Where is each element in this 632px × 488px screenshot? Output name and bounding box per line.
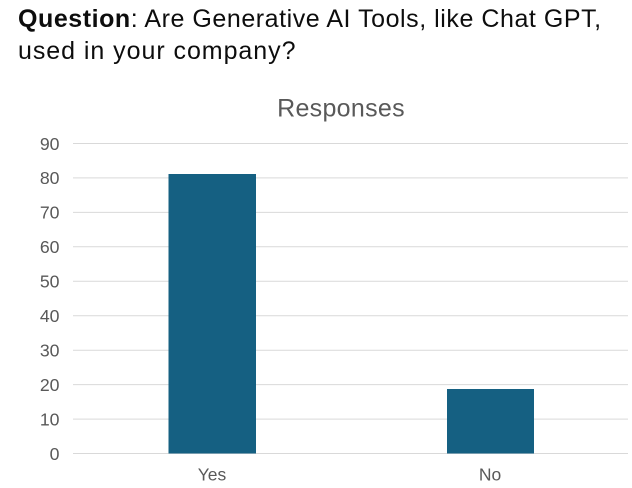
svg-text:Yes: Yes [198, 465, 227, 485]
svg-text:80: 80 [40, 168, 60, 188]
svg-text:40: 40 [40, 306, 60, 326]
svg-text:70: 70 [40, 203, 60, 223]
svg-text:Responses: Responses [277, 95, 405, 123]
svg-text:60: 60 [40, 237, 60, 257]
svg-text:10: 10 [40, 409, 60, 429]
svg-text:90: 90 [40, 134, 60, 154]
svg-text:No: No [479, 465, 501, 485]
svg-text:20: 20 [40, 375, 60, 395]
svg-text:0: 0 [50, 444, 60, 464]
svg-text:30: 30 [40, 341, 60, 361]
svg-text:50: 50 [40, 272, 60, 292]
